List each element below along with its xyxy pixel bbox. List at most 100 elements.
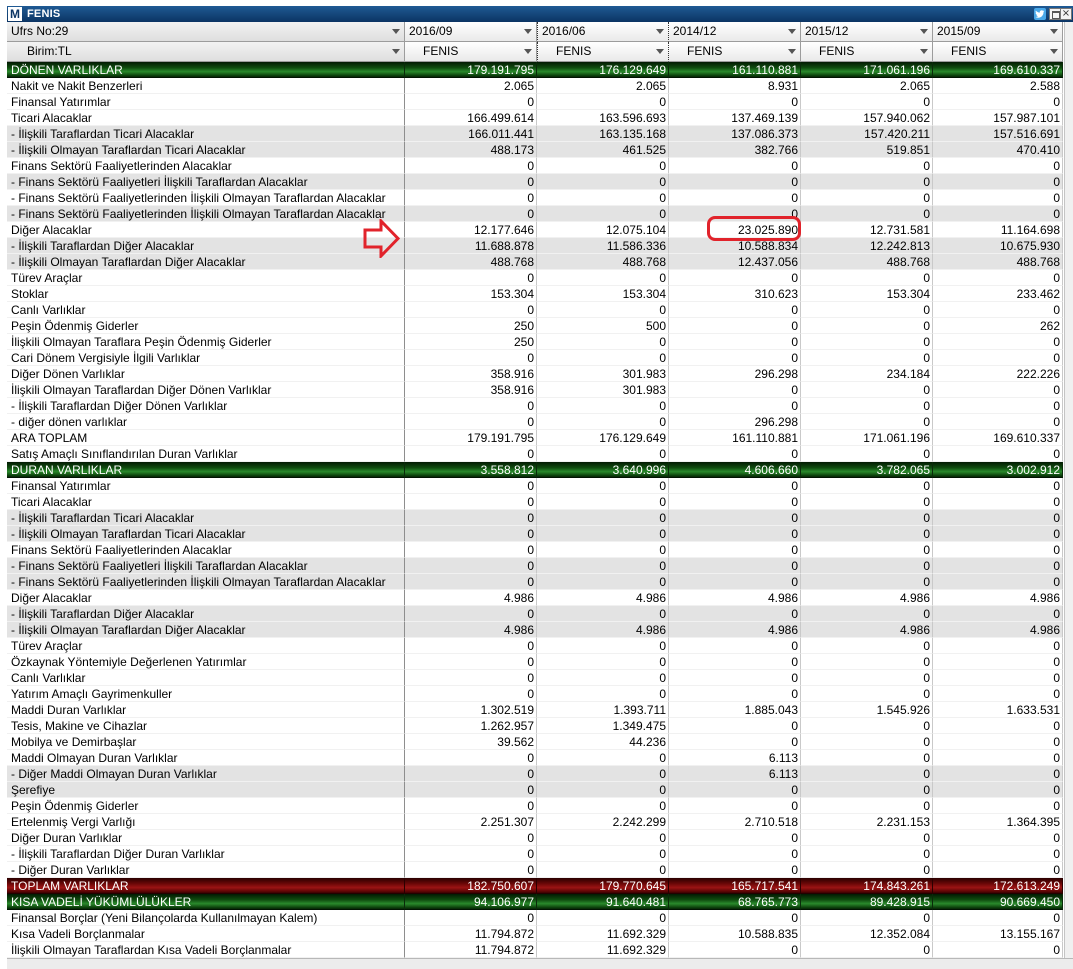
- table-row[interactable]: Finans Sektörü Faaliyetlerinden Alacakla…: [7, 542, 1063, 558]
- value-cell: 488.768: [405, 254, 537, 270]
- company-selector-5[interactable]: FENIS: [933, 42, 1063, 62]
- table-row[interactable]: - İlişkili Taraflardan Diğer Alacaklar 0 0…: [7, 606, 1063, 622]
- chevron-down-icon[interactable]: [524, 49, 532, 54]
- chevron-down-icon[interactable]: [788, 29, 796, 34]
- table-row[interactable]: Diğer Alacaklar 4.986 4.986 4.986 4.986 4.986: [7, 590, 1063, 606]
- table-row[interactable]: - İlişkili Taraflardan Diğer Alacaklar 11…: [7, 238, 1063, 254]
- table-row[interactable]: Yatırım Amaçlı Gayrimenkuller 0 0 0 0 0: [7, 686, 1063, 702]
- table-row[interactable]: - Diğer Maddi Olmayan Duran Varlıklar 0 0 6…: [7, 766, 1063, 782]
- row-label: Ertelenmiş Vergi Varlığı: [7, 814, 405, 830]
- period-selector-5[interactable]: 2015/09: [933, 22, 1063, 42]
- value-cell: 0: [405, 574, 537, 590]
- period-selector-3[interactable]: 2014/12: [669, 22, 801, 42]
- table-row[interactable]: Ticari Alacaklar 166.499.614 163.596.693 13…: [7, 110, 1063, 126]
- table-row[interactable]: - Finans Sektörü Faaliyetleri İlişkili T…: [7, 174, 1063, 190]
- table-row[interactable]: Finansal Yatırımlar 0 0 0 0 0: [7, 94, 1063, 110]
- company-selector-4[interactable]: FENIS: [801, 42, 933, 62]
- section-row[interactable]: KISA VADELİ YÜKÜMLÜLÜKLER 94.106.977 91.64…: [7, 894, 1063, 910]
- table-row[interactable]: Mobilya ve Demirbaşlar 39.562 44.236 0 0 0: [7, 734, 1063, 750]
- row-label: Ticari Alacaklar: [7, 494, 405, 510]
- table-row[interactable]: ARA TOPLAM 179.191.795 176.129.649 161.110.…: [7, 430, 1063, 446]
- table-row[interactable]: - İlişkili Taraflardan Diğer Dönen Varlı…: [7, 398, 1063, 414]
- value-cell: 10.588.834: [669, 238, 801, 254]
- value-cell: 2.065: [537, 78, 669, 94]
- section-row[interactable]: DÖNEN VARLIKLAR 179.191.795 176.129.649 161…: [7, 62, 1063, 78]
- unit-selector[interactable]: Birim:TL: [7, 42, 405, 62]
- table-row[interactable]: Diğer Duran Varlıklar 0 0 0 0 0: [7, 830, 1063, 846]
- table-row[interactable]: Kısa Vadeli Borçlanmalar 11.794.872 11.692…: [7, 926, 1063, 942]
- value-cell: 8.931: [669, 78, 801, 94]
- chevron-down-icon[interactable]: [656, 49, 664, 54]
- value-cell: 488.768: [933, 254, 1063, 270]
- chevron-down-icon[interactable]: [392, 49, 400, 54]
- table-row[interactable]: - Finans Sektörü Faaliyetlerinden İlişki…: [7, 206, 1063, 222]
- value-cell: 137.469.139: [669, 110, 801, 126]
- table-row[interactable]: Canlı Varlıklar 0 0 0 0 0: [7, 670, 1063, 686]
- value-cell: 174.843.261: [801, 878, 933, 894]
- table-row[interactable]: - İlişkili Taraflardan Ticari Alacaklar 1…: [7, 126, 1063, 142]
- window-close-icon[interactable]: ×: [1060, 8, 1072, 20]
- table-row[interactable]: - Diğer Duran Varlıklar 0 0 0 0 0: [7, 862, 1063, 878]
- table-row[interactable]: Türev Araçlar 0 0 0 0 0: [7, 270, 1063, 286]
- table-row[interactable]: Diğer Alacaklar 12.177.646 12.075.104 23.02…: [7, 222, 1063, 238]
- horizontal-scrollbar[interactable]: [7, 958, 1073, 969]
- table-row[interactable]: - diğer dönen varlıklar 0 0 296.298 0 0: [7, 414, 1063, 430]
- row-label: - İlişkili Taraflardan Diğer Dönen Varlı…: [7, 398, 405, 414]
- table-row[interactable]: Finans Sektörü Faaliyetlerinden Alacakla…: [7, 158, 1063, 174]
- table-row[interactable]: Ertelenmiş Vergi Varlığı 2.251.307 2.242.2…: [7, 814, 1063, 830]
- chevron-down-icon[interactable]: [392, 29, 400, 34]
- table-row[interactable]: - Finans Sektörü Faaliyetlerinden İlişki…: [7, 574, 1063, 590]
- chevron-down-icon[interactable]: [920, 49, 928, 54]
- table-row[interactable]: Özkaynak Yöntemiyle Değerlenen Yatırımla…: [7, 654, 1063, 670]
- table-row[interactable]: Satış Amaçlı Sınıflandırılan Duran Varlı…: [7, 446, 1063, 462]
- chevron-down-icon[interactable]: [1050, 49, 1058, 54]
- table-row[interactable]: Peşin Ödenmiş Giderler 0 0 0 0 0: [7, 798, 1063, 814]
- table-row[interactable]: İlişkili Olmayan Taraflara Peşin Ödenmiş…: [7, 334, 1063, 350]
- table-row[interactable]: - İlişkili Taraflardan Diğer Duran Varlı…: [7, 846, 1063, 862]
- section-row[interactable]: DURAN VARLIKLAR 3.558.812 3.640.996 4.606.6…: [7, 462, 1063, 478]
- table-row[interactable]: - İlişkili Olmayan Taraflardan Diğer Ala…: [7, 254, 1063, 270]
- chevron-down-icon[interactable]: [920, 29, 928, 34]
- value-cell: 0: [933, 206, 1063, 222]
- chevron-down-icon[interactable]: [788, 49, 796, 54]
- value-cell: 39.562: [405, 734, 537, 750]
- chevron-down-icon[interactable]: [656, 29, 664, 34]
- table-row[interactable]: İlişkili Olmayan Taraflardan Kısa Vadeli…: [7, 942, 1063, 958]
- value-cell: 0: [801, 766, 933, 782]
- report-selector[interactable]: Ufrs No:29: [7, 22, 405, 42]
- total-row[interactable]: TOPLAM VARLIKLAR 182.750.607 179.770.645 16…: [7, 878, 1063, 894]
- value-cell: 3.782.065: [801, 462, 933, 478]
- company-selector-2[interactable]: FENIS: [537, 42, 669, 62]
- period-selector-2[interactable]: 2016/06: [537, 22, 669, 42]
- period-selector-4[interactable]: 2015/12: [801, 22, 933, 42]
- chevron-down-icon[interactable]: [1050, 29, 1058, 34]
- table-row[interactable]: Türev Araçlar 0 0 0 0 0: [7, 638, 1063, 654]
- table-row[interactable]: Nakit ve Nakit Benzerleri 2.065 2.065 8.931…: [7, 78, 1063, 94]
- table-row[interactable]: Stoklar 153.304 153.304 310.623 153.304 233.4…: [7, 286, 1063, 302]
- table-row[interactable]: - İlişkili Taraflardan Ticari Alacaklar 0…: [7, 510, 1063, 526]
- company-selector-1[interactable]: FENIS: [405, 42, 537, 62]
- table-row[interactable]: Finansal Yatırımlar 0 0 0 0 0: [7, 478, 1063, 494]
- table-row[interactable]: Diğer Dönen Varlıklar 358.916 301.983 296.2…: [7, 366, 1063, 382]
- vertical-scrollbar[interactable]: [1064, 22, 1073, 958]
- table-row[interactable]: Ticari Alacaklar 0 0 0 0 0: [7, 494, 1063, 510]
- table-row[interactable]: Şerefiye 0 0 0 0 0: [7, 782, 1063, 798]
- table-row[interactable]: Maddi Duran Varlıklar 1.302.519 1.393.711 1…: [7, 702, 1063, 718]
- table-row[interactable]: Peşin Ödenmiş Giderler 250 500 0 0 262: [7, 318, 1063, 334]
- table-row[interactable]: Cari Dönem Vergisiyle İlgili Varlıklar 0 0…: [7, 350, 1063, 366]
- table-row[interactable]: Maddi Olmayan Duran Varlıklar 0 0 6.113 0 0: [7, 750, 1063, 766]
- period-selector-1[interactable]: 2016/09: [405, 22, 537, 42]
- table-row[interactable]: - Finans Sektörü Faaliyetleri İlişkili T…: [7, 558, 1063, 574]
- table-row[interactable]: - İlişkili Olmayan Taraflardan Ticari Al…: [7, 142, 1063, 158]
- company-selector-3[interactable]: FENIS: [669, 42, 801, 62]
- table-row[interactable]: Finansal Borçlar (Yeni Bilançolarda Kull…: [7, 910, 1063, 926]
- chevron-down-icon[interactable]: [524, 29, 532, 34]
- twitter-icon[interactable]: [1034, 8, 1046, 20]
- table-row[interactable]: Tesis, Makine ve Cihazlar 1.262.957 1.349.…: [7, 718, 1063, 734]
- table-row[interactable]: İlişkili Olmayan Taraflardan Diğer Dönen…: [7, 382, 1063, 398]
- table-row[interactable]: - İlişkili Olmayan Taraflardan Ticari Al…: [7, 526, 1063, 542]
- table-row[interactable]: - Finans Sektörü Faaliyetlerinden İlişki…: [7, 190, 1063, 206]
- table-row[interactable]: Canlı Varlıklar 0 0 0 0 0: [7, 302, 1063, 318]
- table-row[interactable]: - İlişkili Olmayan Taraflardan Diğer Ala…: [7, 622, 1063, 638]
- value-cell: 250: [405, 334, 537, 350]
